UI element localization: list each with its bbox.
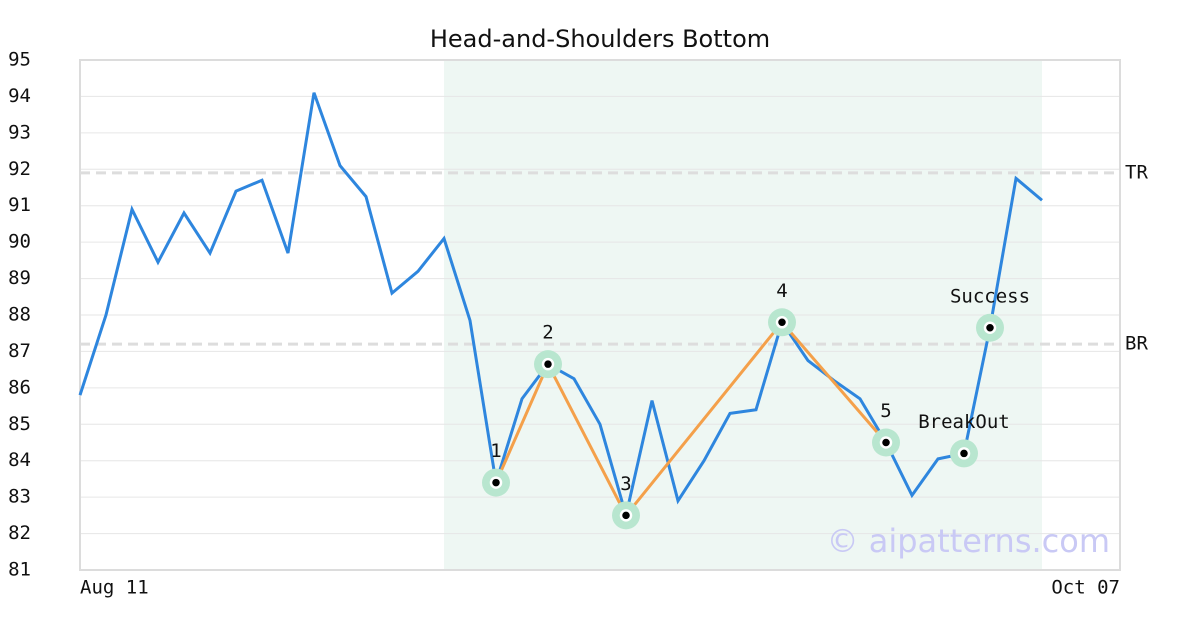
plot-frame bbox=[79, 59, 1121, 571]
y-tick-label: 95 bbox=[8, 49, 31, 71]
pattern-point bbox=[879, 436, 893, 449]
point-label: 2 bbox=[542, 322, 553, 344]
y-tick-label: 88 bbox=[8, 304, 31, 326]
y-tick-label: 81 bbox=[8, 559, 31, 581]
x-tick-label: Oct 07 bbox=[1051, 577, 1120, 599]
y-tick-label: 84 bbox=[8, 449, 31, 471]
y-tick-label: 85 bbox=[8, 413, 31, 435]
pattern-point bbox=[775, 316, 789, 329]
watermark: © aipatterns.com bbox=[827, 522, 1110, 560]
pattern-point bbox=[489, 476, 503, 489]
y-tick-label: 86 bbox=[8, 376, 31, 398]
pattern-point bbox=[957, 447, 971, 460]
y-tick-label: 91 bbox=[8, 194, 31, 216]
pattern-point bbox=[541, 357, 555, 371]
y-tick-label: 93 bbox=[8, 121, 31, 143]
y-tick-label: 89 bbox=[8, 267, 31, 289]
y-tick-label: 83 bbox=[8, 486, 31, 508]
point-label: 5 bbox=[880, 400, 891, 422]
pattern-point bbox=[619, 509, 633, 522]
y-tick-label: 87 bbox=[8, 340, 31, 362]
pattern-point bbox=[983, 321, 997, 334]
chart-title: Head-and-Shoulders Bottom bbox=[430, 25, 770, 53]
point-label: 3 bbox=[620, 473, 631, 495]
point-label: BreakOut bbox=[918, 411, 1010, 433]
x-tick-label: Aug 11 bbox=[80, 577, 149, 599]
y-tick-label: 90 bbox=[8, 231, 31, 253]
y-tick-label: 94 bbox=[8, 85, 31, 107]
point-label: Success bbox=[950, 285, 1030, 307]
point-label: 1 bbox=[490, 440, 501, 462]
y-tick-label: 92 bbox=[8, 158, 31, 180]
y-tick-label: 82 bbox=[8, 522, 31, 544]
point-label: 4 bbox=[776, 280, 787, 302]
level-label: TR bbox=[1125, 161, 1148, 183]
level-label: BR bbox=[1125, 333, 1148, 355]
